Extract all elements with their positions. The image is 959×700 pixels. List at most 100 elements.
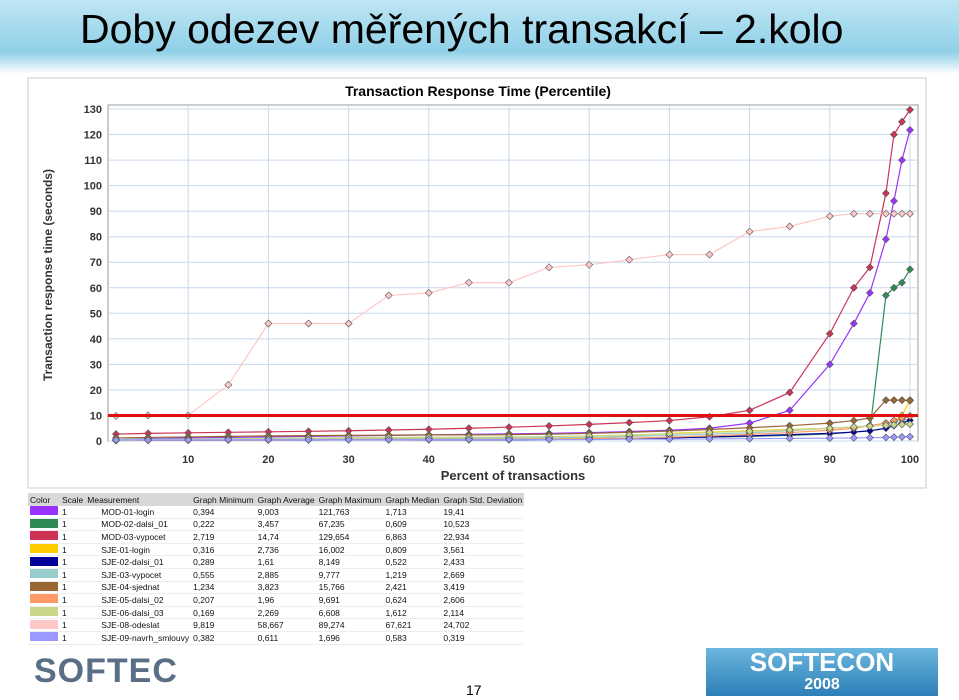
series-marker bbox=[112, 436, 120, 444]
series-marker bbox=[625, 255, 634, 264]
series-marker bbox=[464, 278, 473, 287]
cell: 22,934 bbox=[441, 530, 525, 544]
cell: 3,823 bbox=[255, 581, 317, 595]
series-marker bbox=[881, 421, 890, 430]
series-marker bbox=[906, 105, 914, 114]
cell: 1 bbox=[60, 568, 86, 582]
cell: 9,819 bbox=[191, 618, 256, 632]
series-marker bbox=[865, 288, 874, 297]
y-tick-label: 70 bbox=[90, 257, 102, 269]
color-swatch bbox=[30, 556, 58, 566]
cell: 6,608 bbox=[316, 606, 384, 620]
measurement-cell: SJE-04-sjednat bbox=[85, 581, 192, 595]
x-tick-label: 10 bbox=[182, 454, 194, 466]
cell: 6,863 bbox=[383, 530, 442, 544]
cell: 0,624 bbox=[383, 593, 442, 607]
cell: 129,654 bbox=[316, 530, 384, 544]
cell: 15,766 bbox=[316, 581, 384, 595]
series-marker bbox=[825, 329, 834, 338]
series-marker bbox=[898, 420, 906, 429]
series-marker bbox=[264, 319, 273, 328]
series-marker bbox=[906, 265, 914, 274]
y-tick-label: 20 bbox=[90, 385, 102, 397]
series-marker bbox=[665, 435, 674, 444]
series-marker bbox=[545, 263, 554, 272]
page-number: 17 bbox=[466, 682, 482, 698]
column-header: Measurement bbox=[85, 493, 192, 506]
measurement-cell: SJE-01-login bbox=[85, 543, 192, 557]
series-marker bbox=[890, 420, 898, 429]
series-marker bbox=[906, 432, 914, 441]
series-marker bbox=[304, 435, 313, 444]
cell: 16,002 bbox=[316, 543, 384, 557]
series-marker bbox=[898, 396, 906, 405]
cell: 0,316 bbox=[191, 543, 256, 557]
cell: 2,421 bbox=[383, 581, 442, 595]
series-marker bbox=[264, 435, 273, 444]
series-marker bbox=[424, 288, 433, 297]
series-marker bbox=[890, 396, 898, 405]
logo-year: 2008 bbox=[804, 676, 840, 693]
color-cell bbox=[28, 506, 60, 519]
color-cell bbox=[28, 568, 60, 582]
table-row: 1 MOD-01-login 0,394 9,003 121,763 1,713 19,41 bbox=[28, 506, 525, 519]
series-marker bbox=[224, 380, 233, 389]
series-marker bbox=[890, 433, 898, 442]
series-marker bbox=[906, 396, 914, 405]
cell: 1,696 bbox=[316, 631, 384, 645]
measurement-cell: SJE-03-vypocet bbox=[85, 568, 192, 582]
cell: 3,457 bbox=[255, 518, 317, 532]
slide-title: Doby odezev měřených transakcí – 2.kolo bbox=[80, 6, 844, 52]
series-marker bbox=[745, 406, 754, 415]
cell: 1,96 bbox=[255, 593, 317, 607]
series-marker bbox=[545, 422, 554, 430]
cell: 1 bbox=[60, 555, 86, 569]
cell: 8,149 bbox=[316, 555, 384, 569]
cell: 0,289 bbox=[191, 555, 256, 569]
color-swatch bbox=[30, 531, 58, 541]
series-marker bbox=[865, 263, 874, 272]
series-marker bbox=[585, 260, 594, 269]
series-marker bbox=[505, 435, 513, 444]
cell: 2,269 bbox=[255, 606, 317, 620]
column-header: Scale bbox=[60, 493, 86, 506]
color-swatch bbox=[30, 619, 58, 629]
cell: 1,219 bbox=[383, 568, 442, 582]
x-tick-label: 70 bbox=[663, 454, 675, 466]
series-marker bbox=[825, 360, 834, 369]
cell: 1,234 bbox=[191, 581, 256, 595]
cell: 58,667 bbox=[255, 618, 317, 632]
y-tick-label: 110 bbox=[84, 155, 102, 167]
series-marker bbox=[898, 209, 906, 218]
cell: 2,719 bbox=[191, 530, 256, 544]
cell: 1 bbox=[60, 606, 86, 620]
x-tick-label: 50 bbox=[503, 454, 515, 466]
cell: 1 bbox=[60, 518, 86, 532]
series-marker bbox=[906, 126, 914, 134]
series-marker bbox=[890, 130, 898, 139]
measurement-cell: SJE-09-navrh_smlouvy bbox=[85, 631, 192, 645]
series-marker bbox=[890, 197, 898, 205]
table-row: 1 SJE-02-dalsi_01 0,289 1,61 8,149 0,522 2,433 bbox=[28, 555, 525, 569]
table-row: 1 MOD-02-dalsi_01 0,222 3,457 67,235 0,609 10,… bbox=[28, 518, 525, 532]
series-marker bbox=[505, 278, 513, 287]
table-row: 1 SJE-03-vypocet 0,555 2,885 9,777 1,219 2,669 bbox=[28, 568, 525, 582]
series-marker bbox=[785, 388, 794, 397]
series-marker bbox=[705, 250, 714, 259]
cell: 1 bbox=[60, 593, 86, 607]
x-tick-label: 100 bbox=[901, 454, 919, 466]
color-swatch bbox=[30, 506, 58, 516]
series-marker bbox=[890, 283, 898, 292]
color-cell bbox=[28, 530, 60, 544]
cell: 9,003 bbox=[255, 506, 317, 519]
cell: 19,41 bbox=[441, 506, 525, 519]
cell: 3,419 bbox=[441, 581, 525, 595]
series-marker bbox=[464, 435, 473, 444]
series-marker bbox=[881, 291, 890, 300]
legend-table: Color Scale Measurement Graph Minimum Graph … bbox=[28, 493, 525, 645]
cell: 0,611 bbox=[255, 631, 317, 645]
series-marker bbox=[785, 406, 794, 415]
logo-right: SOFTECON 2008 bbox=[706, 648, 938, 696]
cell: 1 bbox=[60, 530, 86, 544]
logo-left: SOFTEC bbox=[34, 652, 178, 690]
